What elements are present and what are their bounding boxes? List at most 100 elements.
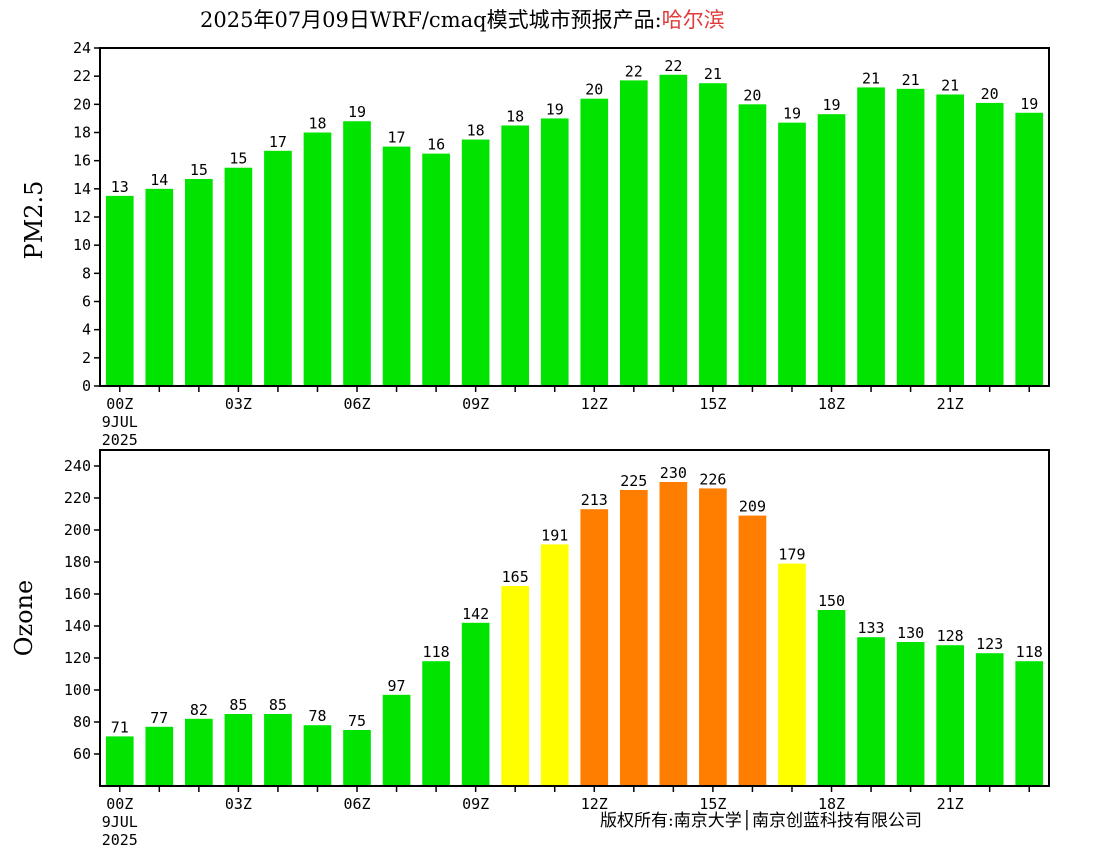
bar-14 — [659, 74, 688, 386]
bar-21 — [936, 94, 964, 386]
data-label-13: 225 — [620, 472, 647, 490]
data-label-23: 118 — [1016, 643, 1043, 661]
bar-19 — [857, 87, 885, 387]
x-tick-label-0-1: 9JUL — [102, 413, 138, 431]
bar-1 — [145, 188, 174, 386]
bar-19 — [857, 637, 885, 786]
title-text: 2025年07月09日WRF/cmaq模式城市预报产品:哈尔滨 — [200, 4, 725, 34]
y-axis-label: Ozone — [10, 580, 38, 656]
chart-panel-1: 71 77 82 85 85 78 75 97 118 142 165 191 213 225 230 226… — [10, 449, 1050, 849]
y-tick-label-0: 60 — [73, 745, 91, 763]
data-label-16: 20 — [743, 86, 761, 104]
bar-13 — [619, 490, 648, 786]
data-label-10: 165 — [502, 568, 529, 586]
y-tick-label-4: 8 — [82, 264, 91, 282]
bar-6 — [343, 121, 371, 386]
data-label-1: 14 — [150, 171, 168, 189]
data-label-7: 17 — [388, 129, 406, 147]
data-label-8: 16 — [427, 136, 445, 154]
y-tick-label-8: 16 — [73, 152, 91, 170]
data-label-23: 19 — [1020, 95, 1038, 113]
title-city: 哈尔滨 — [661, 8, 725, 32]
bar-23 — [1015, 112, 1044, 386]
y-tick-label-2: 100 — [64, 681, 91, 699]
data-label-2: 15 — [190, 161, 208, 179]
bar-15 — [699, 488, 727, 786]
x-tick-label-4-0: 12Z — [581, 795, 608, 813]
data-label-20: 130 — [897, 624, 924, 642]
y-tick-label-5: 160 — [64, 585, 91, 603]
data-label-14: 230 — [660, 464, 687, 482]
data-label-9: 142 — [462, 605, 489, 623]
data-label-10: 18 — [506, 107, 524, 125]
y-tick-label-3: 120 — [64, 649, 91, 667]
y-tick-label-6: 180 — [64, 553, 91, 571]
y-tick-label-9: 18 — [73, 124, 91, 142]
bar-7 — [382, 146, 411, 386]
bar-9 — [461, 139, 490, 386]
data-label-5: 78 — [308, 707, 326, 725]
bar-17 — [778, 122, 806, 386]
y-tick-label-0: 0 — [82, 377, 91, 395]
data-label-6: 19 — [348, 103, 366, 121]
data-label-9: 18 — [467, 122, 485, 140]
x-tick-label-0-1: 9JUL — [102, 813, 138, 831]
bar-0 — [105, 195, 134, 387]
data-label-2: 82 — [190, 701, 208, 719]
bar-9 — [461, 622, 490, 786]
data-label-3: 15 — [229, 150, 247, 168]
y-tick-label-5: 10 — [73, 236, 91, 254]
y-tick-label-8: 220 — [64, 489, 91, 507]
x-tick-label-3-0: 09Z — [462, 395, 489, 413]
y-tick-label-9: 240 — [64, 457, 91, 475]
bar-4 — [264, 714, 292, 786]
data-label-6: 75 — [348, 712, 366, 730]
bar-18 — [817, 114, 846, 386]
x-tick-label-5-0: 15Z — [699, 795, 726, 813]
data-label-12: 213 — [581, 491, 608, 509]
x-tick-label-7-0: 21Z — [937, 395, 964, 413]
x-tick-label-7-0: 21Z — [937, 795, 964, 813]
y-axis-label: PM2.5 — [20, 181, 48, 260]
data-label-19: 133 — [858, 619, 885, 637]
bar-4 — [264, 150, 292, 386]
x-tick-label-6-0: 18Z — [818, 795, 845, 813]
data-label-11: 191 — [541, 526, 568, 544]
data-label-21: 21 — [941, 76, 959, 94]
data-label-18: 150 — [818, 592, 845, 610]
title-main: 2025年07月09日WRF/cmaq模式城市预报产品: — [200, 8, 662, 32]
data-label-12: 20 — [585, 81, 603, 99]
x-tick-label-3-0: 09Z — [462, 795, 489, 813]
y-tick-label-6: 12 — [73, 208, 91, 226]
data-label-14: 22 — [664, 57, 682, 75]
y-tick-label-10: 20 — [73, 95, 91, 113]
y-tick-label-3: 6 — [82, 293, 91, 311]
bar-0 — [105, 736, 134, 786]
bar-15 — [699, 83, 727, 387]
data-label-16: 209 — [739, 498, 766, 516]
x-tick-label-0-2: 2025 — [102, 831, 138, 849]
y-tick-label-11: 22 — [73, 67, 91, 85]
bar-12 — [580, 98, 609, 386]
bar-14 — [659, 482, 688, 786]
data-label-17: 19 — [783, 105, 801, 123]
y-tick-label-7: 14 — [73, 180, 91, 198]
bar-12 — [580, 509, 609, 786]
y-tick-label-2: 4 — [82, 321, 91, 339]
plot-frame — [99, 449, 1050, 787]
bar-2 — [185, 178, 213, 386]
bar-8 — [422, 153, 450, 387]
data-label-7: 97 — [388, 677, 406, 695]
y-tick-label-1: 2 — [82, 349, 91, 367]
data-label-15: 226 — [699, 470, 726, 488]
data-label-1: 77 — [150, 709, 168, 727]
x-tick-label-0-2: 2025 — [102, 431, 138, 449]
bar-20 — [896, 88, 925, 386]
copyright-notice: 版权所有:南京大学│南京创蓝科技有限公司 — [600, 811, 922, 831]
data-label-0: 13 — [111, 178, 129, 196]
bar-11 — [540, 544, 569, 786]
data-label-8: 118 — [423, 643, 450, 661]
bar-10 — [501, 125, 530, 387]
x-tick-label-5-0: 15Z — [699, 395, 726, 413]
